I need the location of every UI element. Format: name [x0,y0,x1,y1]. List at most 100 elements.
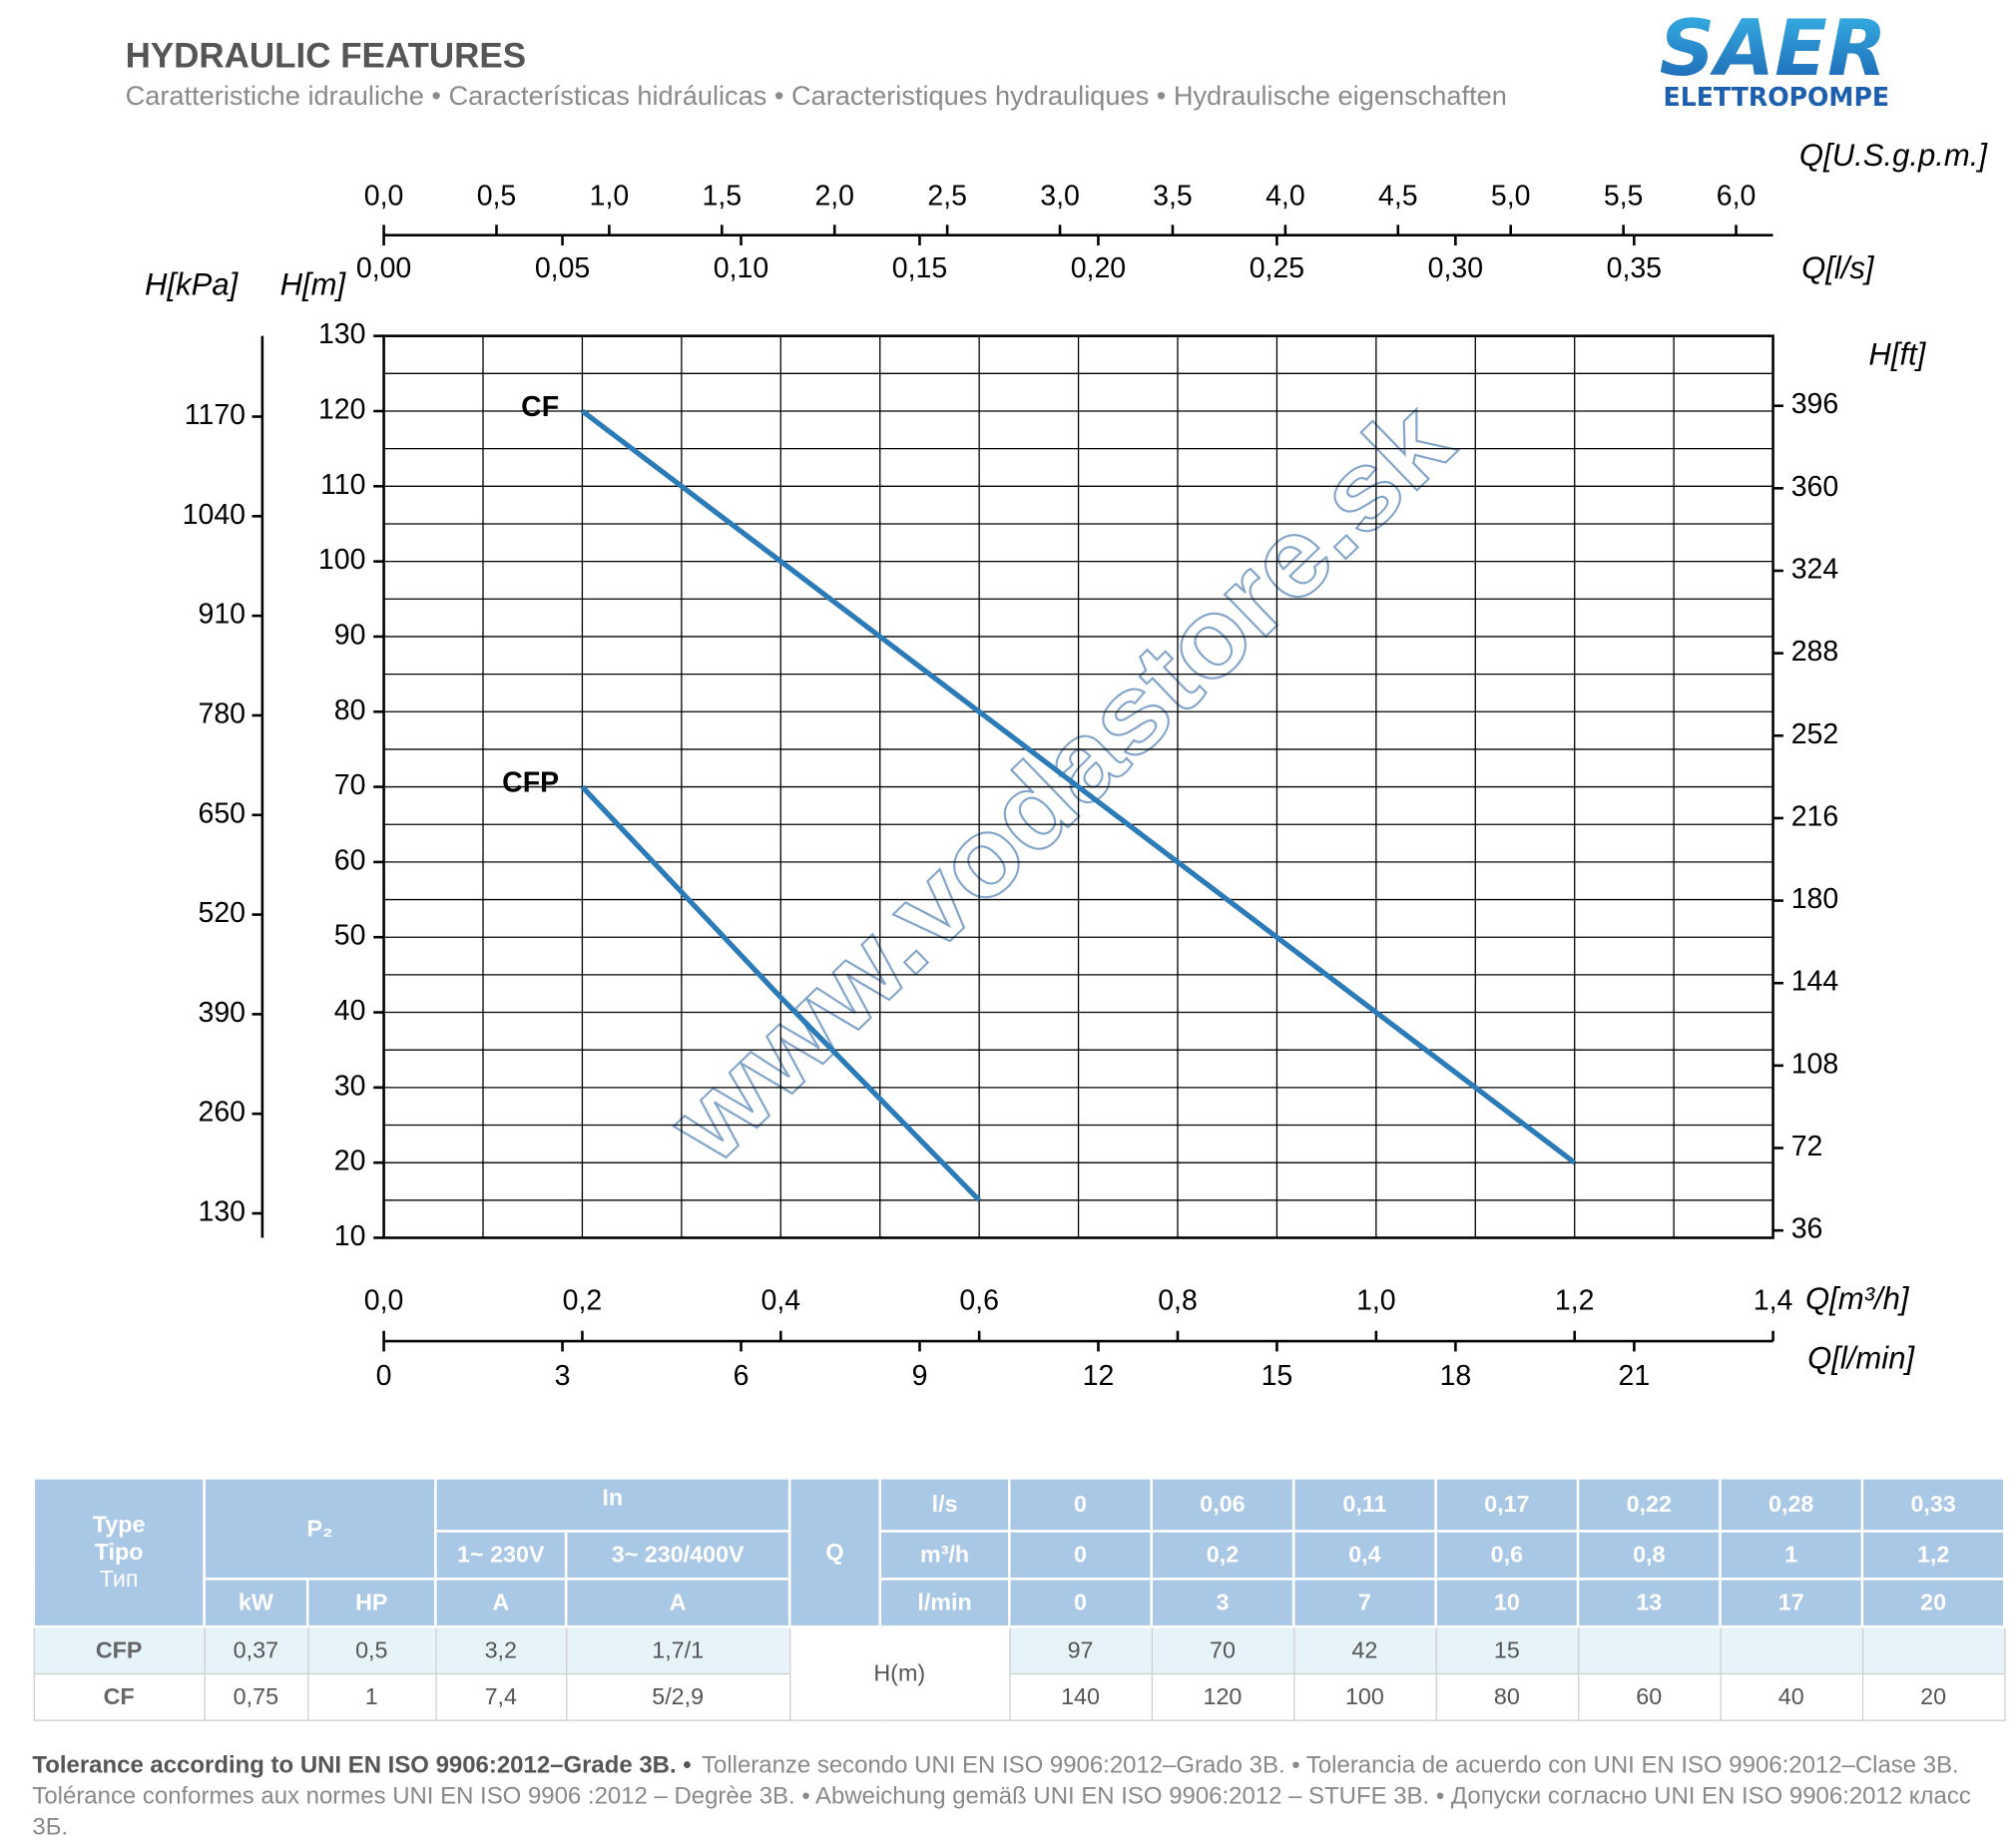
table-cell: Q [787,1477,882,1628]
y-tick-label: 70 [334,769,366,801]
table-cell: A [434,1578,568,1628]
x-tick-label: 1,0 [1356,1285,1396,1317]
x-tick-label: 0,0 [364,1285,404,1317]
x-tick-label: 0,6 [959,1285,999,1317]
axis-tick-label: 390 [199,997,247,1029]
table-cell: 13 [1576,1578,1722,1628]
axis-tick-label: 130 [199,1196,247,1228]
table-cell: 10 [1434,1578,1580,1628]
axis-tick-label: 260 [199,1097,247,1129]
axis-tick-label: 2,0 [814,181,854,213]
table-cell: 0,06 [1150,1477,1295,1533]
type-header: Тип [99,1566,139,1593]
footer-text: Tolleranze secondo UNI EN ISO 9906:2012–… [32,1750,1971,1840]
chart: www.vodastore.sk102030405060708090100110… [145,138,1989,1392]
table-cell: 7,4 [434,1672,567,1721]
axis-tick-label: 21 [1619,1360,1651,1392]
axis-tick-label: 1,0 [590,181,630,213]
table-row: 1~ 230V 3~ 230/400V m³/h 0 0,2 0,4 0,6 0,8 1 1,2 [34,1530,2006,1581]
table-cell: 1 [306,1672,437,1721]
series-line [580,408,1577,1165]
table-cell: 0,33 [1860,1477,2006,1533]
y-tick-label: 30 [334,1070,366,1102]
type-header: Type [92,1512,146,1538]
table-cell: 80 [1434,1672,1579,1721]
table-cell: 0,6 [1434,1530,1580,1581]
table-cell: 0,17 [1434,1477,1580,1533]
table-cell: In [434,1477,791,1533]
axis-tick-label: 0,20 [1071,252,1126,284]
table-cell: 97 [1008,1625,1153,1675]
axis-tick-label: 12 [1083,1360,1115,1392]
table-cell [1719,1625,1863,1675]
y-tick-label: 40 [334,995,366,1027]
x-tick-label: 0,8 [1158,1285,1198,1317]
axis-tick-label: 72 [1791,1131,1823,1162]
axis-tick-label: 5,0 [1491,181,1531,213]
axis-tick-label: 15 [1261,1360,1293,1392]
axis-title: Q[m³/h] [1805,1281,1910,1316]
axis-title: H[m] [280,267,347,302]
table-cell: A [564,1578,791,1628]
table-cell: 42 [1292,1625,1437,1675]
table-cell: 70 [1151,1625,1294,1675]
table-cell [1577,1625,1722,1675]
table-cell: 7 [1291,1578,1437,1628]
axis-tick-label: 288 [1791,636,1839,668]
table-cell: 0,5 [306,1625,437,1675]
axis-tick-label: 324 [1791,553,1839,585]
table-cell: 0,8 [1576,1530,1722,1581]
x-tick-label: 0,2 [563,1285,603,1317]
table-cell: 0,37 [203,1625,308,1675]
table-cell: l/min [878,1578,1011,1628]
y-tick-label: 20 [334,1146,366,1177]
title: HYDRAULIC FEATURES [125,36,527,76]
table-cell: 40 [1719,1672,1863,1721]
table-cell: kW [203,1578,309,1628]
table-cell: 3,2 [434,1625,567,1675]
axis-tick-label: 4,0 [1265,181,1305,213]
table-cell: 1,7/1 [565,1625,790,1675]
axis-tick-label: 36 [1791,1213,1823,1245]
table-cell: 1~ 230V [434,1530,568,1581]
table-cell: l/s [878,1477,1011,1533]
y-tick-label: 80 [334,694,366,726]
table-cell: 1 [1719,1530,1864,1581]
x-tick-label: 0,4 [760,1285,800,1317]
y-tick-label: 90 [334,619,366,651]
axis-title: Q[U.S.g.p.m.] [1799,138,1989,173]
table-cell [1861,1625,2006,1675]
table-cell: 20 [1860,1578,2006,1628]
table-cell: 100 [1292,1672,1437,1721]
table-cell: 3~ 230/400V [564,1530,791,1581]
logo: SAER ELETTROPOMPE [1660,5,1889,113]
axis-tick-label: 2,5 [927,181,967,213]
table-cell: 17 [1719,1578,1864,1628]
x-tick-label: 1,4 [1754,1285,1793,1317]
axis-tick-label: 0,15 [892,252,947,284]
axis-tick-label: 650 [199,797,247,829]
axis-tick-label: 216 [1791,800,1839,832]
y-tick-label: 100 [318,544,366,576]
axis-title: Q[l/min] [1807,1341,1915,1376]
y-tick-label: 60 [334,844,366,876]
series-name: CFP [502,767,559,799]
table-row: CF 0,75 1 7,4 5/2,9 140 120 100 80 60 40 20 [33,1672,2006,1721]
type-header: Tipo [94,1539,144,1566]
axis-title: H[kPa] [145,267,240,302]
axis-tick-label: 520 [199,897,247,929]
table-cell: 0,11 [1291,1477,1437,1533]
y-tick-label: 130 [318,318,366,350]
table-cell: H(m) [788,1625,1010,1721]
series-line [580,784,981,1202]
table-cell: 140 [1008,1672,1153,1721]
axis-tick-label: 0,5 [477,181,517,213]
table-cell: 5/2,9 [565,1672,790,1721]
axis-tick-label: 9 [912,1360,928,1392]
axis-tick-label: 144 [1791,966,1839,998]
table-row: CFP 0,37 0,5 3,2 1,7/1 H(m) 97 70 42 15 [33,1625,2006,1721]
axis-tick-label: 910 [199,599,247,631]
